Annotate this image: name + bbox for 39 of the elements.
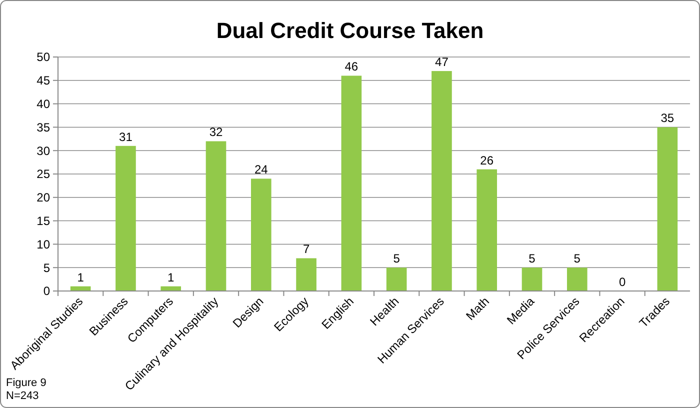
y-tick-label: 15 [36, 214, 50, 228]
y-tick-label: 5 [43, 260, 50, 275]
data-label: 32 [209, 125, 223, 140]
y-tick-label: 40 [36, 97, 50, 111]
bar [432, 71, 452, 291]
bar [296, 258, 316, 291]
data-label: 24 [254, 162, 268, 177]
bar [476, 169, 498, 291]
data-label: 7 [302, 242, 310, 256]
y-tick-label: 45 [36, 74, 50, 88]
caption: Figure 9 [6, 377, 46, 389]
y-tick-label: 0 [43, 284, 50, 298]
y-tick-label: 30 [36, 144, 50, 158]
data-label: 0 [618, 275, 626, 289]
y-tick-label: 25 [36, 167, 50, 182]
bar [116, 146, 136, 291]
data-label: 1 [168, 270, 175, 284]
data-label: 35 [660, 111, 674, 126]
data-label: 47 [435, 55, 449, 70]
y-tick-label: 50 [36, 50, 50, 64]
bar [386, 268, 407, 291]
data-label: 1 [77, 270, 84, 284]
data-label: 5 [574, 252, 581, 266]
bar [566, 268, 588, 291]
data-label: 46 [344, 60, 358, 74]
bar [522, 268, 542, 291]
y-tick-label: 35 [36, 120, 50, 134]
text: N=243 [6, 390, 39, 402]
bar [341, 76, 362, 291]
bar [250, 178, 272, 291]
data-label: 26 [480, 153, 494, 168]
bar [206, 141, 226, 291]
y-tick-label: 10 [36, 237, 50, 252]
data-label: 5 [393, 252, 400, 266]
data-label: 5 [528, 252, 536, 266]
bar [657, 127, 678, 291]
chart-title: Dual Credit Course Taken [216, 18, 484, 43]
data-label: 31 [119, 130, 133, 144]
y-tick-label: 20 [36, 190, 50, 205]
